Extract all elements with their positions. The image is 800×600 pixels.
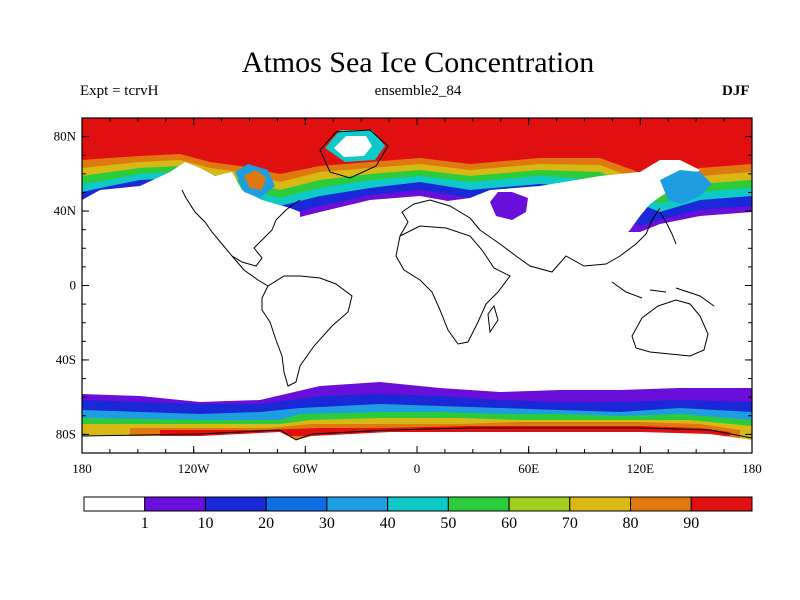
colorbar-label: 80 bbox=[623, 515, 639, 532]
ensemble-label: ensemble2_84 bbox=[374, 83, 462, 99]
lon-tick-label: 0 bbox=[414, 461, 421, 476]
experiment-label: Expt = tcrvH bbox=[80, 83, 159, 99]
season-label: DJF bbox=[722, 83, 750, 99]
central-america-coast bbox=[231, 255, 269, 287]
colorbar-label: 70 bbox=[562, 515, 578, 532]
map-title: Atmos Sea Ice Concentration bbox=[241, 46, 595, 79]
caspian-ice bbox=[490, 192, 528, 220]
greenland-coast bbox=[319, 129, 389, 179]
lon-tick-label: 120E bbox=[627, 461, 655, 476]
colorbar-label: 40 bbox=[380, 515, 396, 532]
antarctica-coast bbox=[82, 427, 752, 441]
lon-tick-label: 120W bbox=[178, 461, 211, 476]
lat-tick-label: 40S bbox=[56, 352, 76, 367]
colorbar-swatch bbox=[204, 496, 267, 512]
lat-tick-label: 40N bbox=[54, 203, 77, 218]
colorbar-label: 1 bbox=[141, 515, 149, 532]
colorbar-swatch bbox=[144, 496, 206, 512]
colorbar-swatch bbox=[690, 496, 753, 512]
colorbar-label: 20 bbox=[258, 515, 274, 532]
africa-coast bbox=[395, 225, 511, 345]
coastlines bbox=[82, 129, 752, 441]
north-america-coast bbox=[181, 189, 301, 267]
greenland-land bbox=[334, 136, 372, 157]
colorbar: 1 10 20 30 40 50 60 70 80 90 bbox=[83, 496, 753, 532]
madagascar-coast bbox=[487, 304, 499, 334]
eurasia-cutout bbox=[440, 160, 700, 240]
colorbar-swatch bbox=[508, 496, 571, 512]
colorbar-swatch bbox=[326, 496, 389, 512]
colorbar-swatch bbox=[447, 496, 510, 512]
colorbar-swatch bbox=[265, 496, 328, 512]
colorbar-label: 10 bbox=[197, 515, 213, 532]
lon-tick-label: 60E bbox=[518, 461, 539, 476]
sea-ice-field bbox=[82, 118, 752, 453]
colorbar-label: 50 bbox=[440, 515, 456, 532]
colorbar-swatch bbox=[83, 496, 146, 512]
asia-coast bbox=[479, 207, 661, 273]
axis-ticks: 80N 40N 0 40S 80S 180 120W 60W 0 60E 120E 180 bbox=[54, 117, 762, 476]
lon-tick-label: 60W bbox=[293, 461, 319, 476]
colorbar-swatch bbox=[387, 496, 449, 512]
colorbar-label: 60 bbox=[501, 515, 517, 532]
antarctica-land bbox=[82, 432, 752, 453]
lon-tick-label: 180 bbox=[742, 461, 762, 476]
japan-coast bbox=[659, 211, 677, 245]
hudson-bay-core bbox=[244, 170, 266, 190]
colorbar-label: 30 bbox=[319, 515, 335, 532]
europe-coast bbox=[399, 199, 481, 237]
lat-tick-label: 80S bbox=[56, 426, 76, 441]
colorbar-label: 90 bbox=[683, 515, 699, 532]
lat-tick-label: 80N bbox=[54, 129, 77, 144]
australia-coast bbox=[631, 299, 709, 357]
lat-tick-label: 0 bbox=[70, 278, 77, 293]
sea-of-okhotsk-ice bbox=[660, 170, 712, 204]
colorbar-swatch bbox=[630, 496, 692, 512]
south-america-coast bbox=[261, 275, 353, 387]
indonesia-coast bbox=[611, 281, 715, 307]
lon-tick-label: 180 bbox=[72, 461, 92, 476]
north-america-cutout bbox=[82, 162, 300, 240]
colorbar-swatch bbox=[569, 496, 632, 512]
